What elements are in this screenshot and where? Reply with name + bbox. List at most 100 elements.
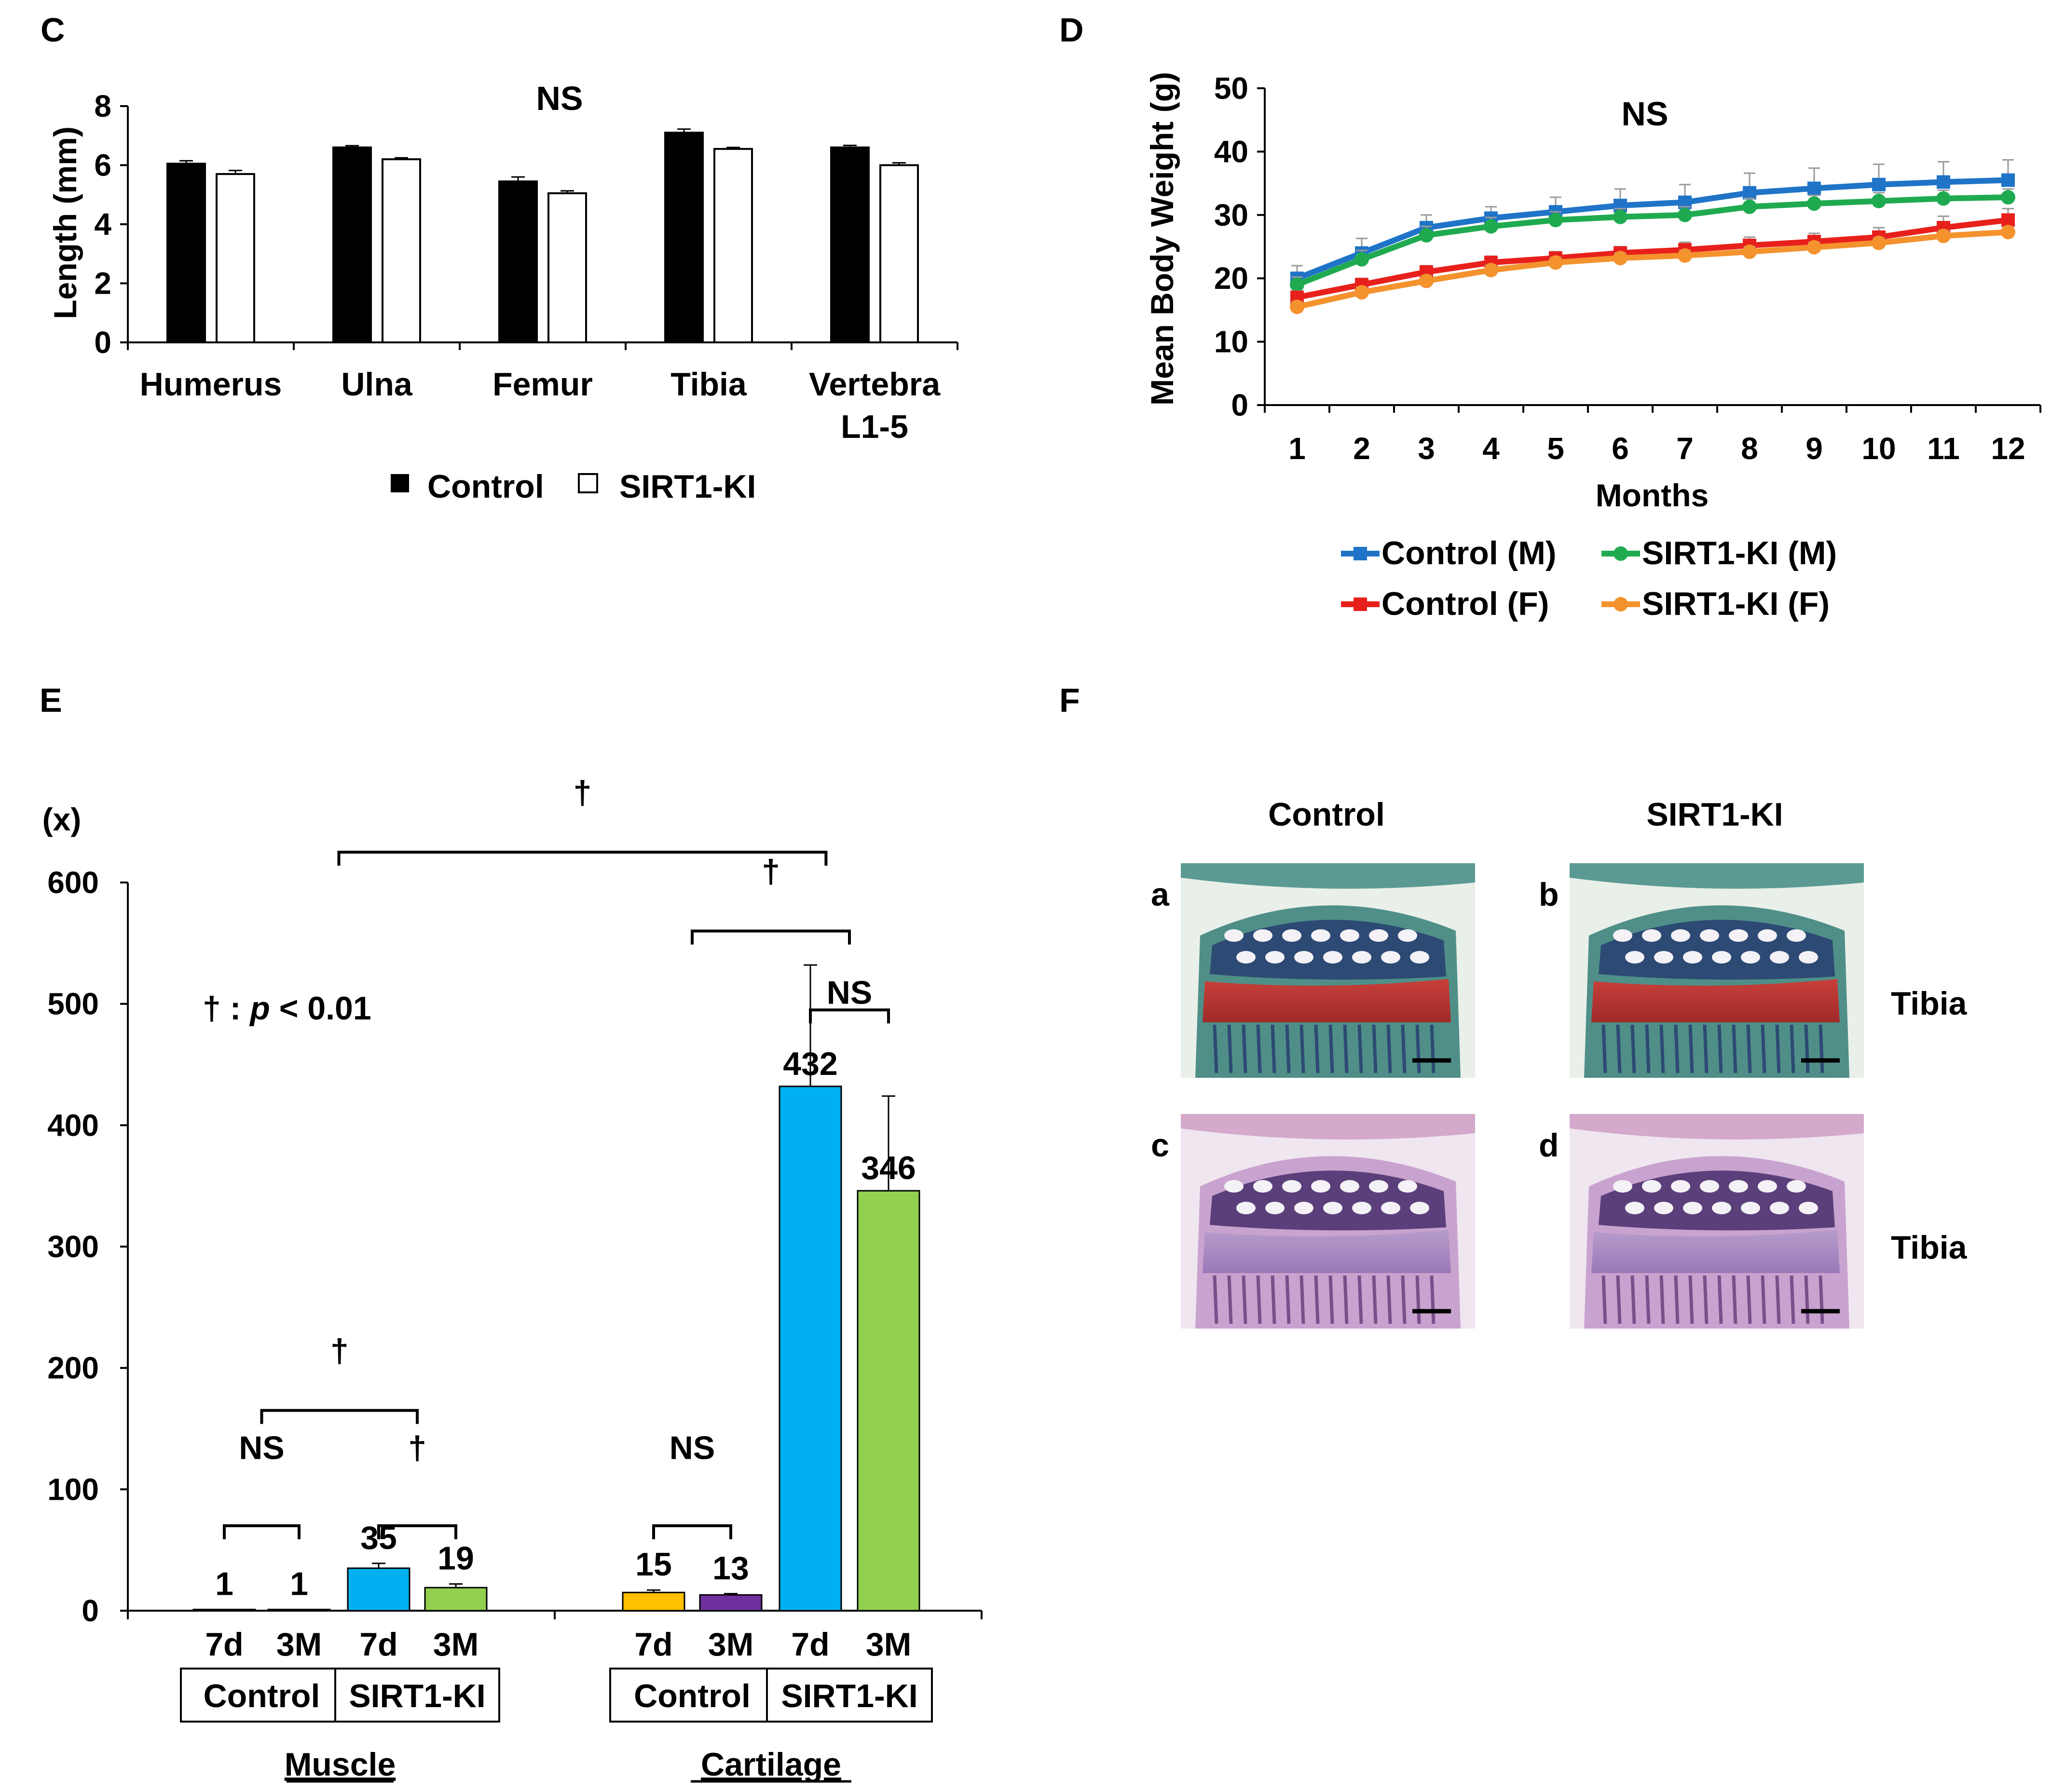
panel-c-bar-sirt1-ki — [382, 158, 421, 343]
column-label-control: Control — [1268, 796, 1385, 833]
column-label-sirt1-ki: SIRT1-KI — [1646, 796, 1783, 833]
histology-marrow-space — [1758, 929, 1777, 942]
histology-marrow-space — [1224, 929, 1244, 942]
panel-d-y-tick-label: 0 — [1231, 388, 1248, 422]
histology-trabecula-strand — [1357, 1024, 1363, 1073]
histology-marrow-space — [1410, 951, 1429, 964]
histology-marrow-space — [1236, 951, 1256, 964]
panel-d-point — [1678, 207, 1692, 222]
panel-d-y-tick-label: 30 — [1214, 198, 1248, 232]
significance-note-p: p — [249, 990, 270, 1027]
panel-c-bar-sirt1-ki — [879, 164, 919, 343]
panel-d-legend-marker — [1354, 597, 1367, 611]
histology-trabecula-strand — [1703, 1275, 1709, 1324]
histology-marrow-space — [1253, 929, 1272, 942]
histology-marrow-space — [1323, 1202, 1342, 1214]
histology-trabecula-strand — [1717, 1024, 1723, 1073]
panel-d-series-3 — [1290, 225, 2015, 314]
histology-marrow-space — [1224, 1180, 1244, 1193]
histology-trabecula-strand — [1430, 1024, 1436, 1073]
histology-marrow-space — [1282, 929, 1301, 942]
panel-d-y-tick-label: 10 — [1214, 325, 1248, 359]
panel-e-group-box — [180, 1668, 343, 1723]
panel-e-bar — [192, 1608, 256, 1612]
histology-marrow-space — [1712, 951, 1731, 964]
histology-trabecula-strand — [1819, 1275, 1824, 1324]
histology-marrow-space — [1625, 1202, 1644, 1214]
histology-trabecula-strand — [1761, 1275, 1766, 1324]
panel-d-point — [2001, 173, 2015, 187]
panel-d-point — [1872, 193, 1886, 208]
histology-trabecula-strand — [1616, 1024, 1622, 1073]
panel-c-bar-control — [664, 132, 704, 343]
histology-marrow-space — [1352, 951, 1371, 964]
panel-e-x-tick-label: 7d — [359, 1626, 397, 1663]
panel-e-comparison-bracket — [337, 851, 828, 866]
histology-marrow-space — [1613, 929, 1632, 942]
histology-image-a — [1181, 863, 1475, 1078]
panel-d-series-0 — [1290, 159, 2015, 285]
histology-trabecula-strand — [1343, 1024, 1349, 1073]
histology-trabecula-strand — [1415, 1024, 1421, 1073]
panel-e-y-tick-label: 500 — [47, 987, 99, 1021]
panel-e-group-label: SIRT1-KI — [349, 1678, 485, 1714]
panel-e-group-label: SIRT1-KI — [781, 1678, 917, 1714]
histology-trabecula-strand — [1271, 1024, 1276, 1073]
significance-note-threshold: < 0.01 — [279, 990, 371, 1027]
histology-marrow-space — [1729, 929, 1748, 942]
panel-c-y-axis-label: Length (mm) — [47, 126, 83, 319]
panel-c-bar-chart: NS Length (mm) 0 2 4 6 8 Humerus Ulna Femur Tibi… — [47, 80, 958, 505]
panel-d-line — [1296, 229, 2009, 310]
row-label-tibia-1: Tibia — [1891, 985, 1968, 1022]
panel-d-y-tick-label: 40 — [1214, 134, 1248, 169]
panel-c-y-tick-label: 4 — [94, 207, 111, 242]
histology-trabecula-strand — [1746, 1275, 1752, 1324]
panel-e-bar — [779, 1086, 842, 1612]
histology-trabecula-strand — [1386, 1275, 1392, 1324]
histology-trabecula-strand — [1601, 1275, 1607, 1324]
histology-trabecula-strand — [1213, 1275, 1218, 1324]
histology-marrow-space — [1700, 929, 1719, 942]
panel-c-x-tick-label: Humerus — [140, 366, 282, 403]
panel-e-tissue-label: Muscle — [285, 1746, 396, 1783]
panel-d-x-tick-label: 9 — [1805, 431, 1823, 466]
legend-swatch-control — [391, 474, 409, 492]
histology-trabecula-strand — [1401, 1024, 1407, 1073]
panel-d-y-tick-label: 20 — [1214, 261, 1248, 296]
legend-label-sirt1-ki: SIRT1-KI — [619, 468, 756, 505]
panel-e-y-tick-label: 0 — [82, 1593, 99, 1628]
histology-marrow-space — [1265, 1202, 1285, 1214]
panel-e-comparison-bracket — [809, 1008, 890, 1024]
panel-d-legend-label: Control (M) — [1381, 535, 1557, 571]
panel-d-point — [1872, 235, 1886, 250]
panel-d-point — [1872, 177, 1886, 191]
histology-marrow-space — [1787, 1180, 1806, 1193]
panel-d-point — [1743, 186, 1756, 200]
histology-marrow-space — [1642, 1180, 1661, 1193]
histology-trabecula-strand — [1299, 1275, 1305, 1324]
panel-e-value-label: 1 — [290, 1565, 308, 1602]
histology-trabecula-strand — [1804, 1275, 1810, 1324]
panel-c-x-tick-label: Tibia — [670, 366, 747, 403]
histology-marrow-space — [1770, 951, 1789, 964]
histology-marrow-space — [1311, 1180, 1330, 1193]
panel-d-legend-marker — [1614, 546, 1628, 561]
panel-d-x-tick-label: 10 — [1861, 431, 1896, 466]
panel-e-bar — [857, 1190, 920, 1612]
panel-c-bar-control — [166, 163, 206, 343]
histology-trabecula-strand — [1746, 1024, 1752, 1073]
panel-d-point — [1936, 191, 1951, 206]
panel-e-y-axis-label: (x) — [42, 801, 82, 837]
row-label-tibia-2: Tibia — [1891, 1229, 1968, 1266]
histology-trabecula-strand — [1732, 1275, 1737, 1324]
panel-d-x-axis-label: Months — [1596, 477, 1709, 513]
panel-d-point — [1484, 263, 1498, 278]
histology-trabecula-strand — [1372, 1024, 1378, 1073]
panel-d-point — [1678, 248, 1692, 263]
panel-e-bar — [699, 1594, 763, 1612]
histology-trabecula-strand — [1775, 1275, 1781, 1324]
panel-d-point — [1742, 199, 1757, 214]
panel-e-comparison-label: † — [408, 1429, 426, 1466]
panel-d-line — [1296, 194, 2009, 287]
panel-c-y-tick-label: 6 — [94, 148, 111, 183]
